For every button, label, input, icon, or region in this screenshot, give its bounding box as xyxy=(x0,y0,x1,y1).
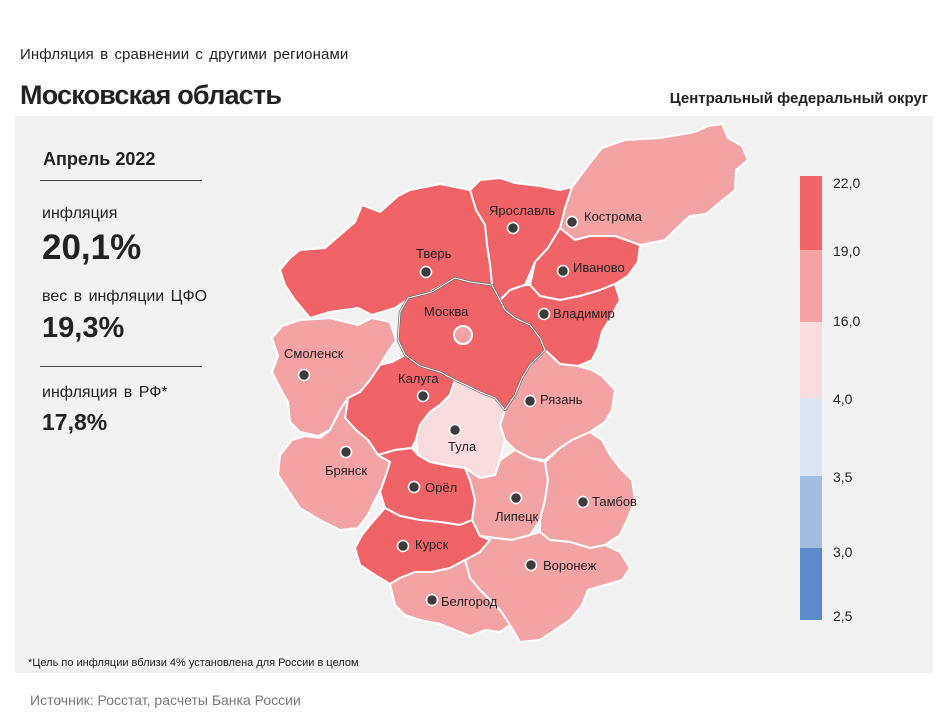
period-label: Апрель 2022 xyxy=(43,149,156,169)
inflation-label: инфляция xyxy=(42,205,118,222)
city-dot-voronezh xyxy=(524,558,538,572)
weight-value: 19,3% xyxy=(42,312,125,344)
legend-tick: 19,0 xyxy=(833,243,860,259)
city-dot-tambov xyxy=(576,495,590,509)
rf-inflation-label: инфляция в РФ* xyxy=(42,384,168,401)
region-belgorod[interactable] xyxy=(389,559,511,637)
page-title: Московская область xyxy=(20,80,282,110)
chart-subtitle: Инфляция в сравнении с другими регионами xyxy=(20,46,349,63)
city-dot-smolensk xyxy=(297,368,311,382)
legend-swatch xyxy=(800,176,822,250)
city-dot-yaroslavl xyxy=(506,221,520,235)
city-dot-orel xyxy=(407,480,421,494)
city-dot-ryazan xyxy=(523,394,537,408)
legend-swatch xyxy=(800,250,822,322)
summary-panel: Апрель 2022 инфляция 20,1% вес в инфляци… xyxy=(15,116,225,516)
legend-tick: 3,0 xyxy=(833,544,853,560)
city-dot-ivanovo xyxy=(556,264,570,278)
inflation-value: 20,1% xyxy=(42,228,142,267)
city-dot-vladimir xyxy=(537,307,551,321)
region-tver[interactable] xyxy=(279,183,493,319)
legend-tick: 3,5 xyxy=(833,469,853,485)
city-label-voronezh: Воронеж xyxy=(543,558,597,573)
footnote: *Цель по инфляции вблизи 4% установлена … xyxy=(28,657,359,669)
city-label-lipetsk: Липецк xyxy=(495,509,539,524)
legend-colorbar xyxy=(800,176,822,620)
city-label-tula: Тула xyxy=(448,439,477,454)
divider xyxy=(40,366,202,367)
legend-tick: 2,5 xyxy=(833,608,853,624)
weight-label: вес в инфляции ЦФО xyxy=(42,288,208,305)
city-label-kostroma: Кострома xyxy=(584,209,643,224)
city-label-smolensk: Смоленск xyxy=(284,346,344,361)
district-label: Центральный федеральный округ xyxy=(669,90,928,107)
city-label-belgorod: Белгород xyxy=(441,594,498,609)
divider xyxy=(40,180,202,181)
legend-swatch xyxy=(800,476,822,548)
legend-tick: 22,0 xyxy=(833,175,860,191)
city-label-yaroslavl: Ярославль xyxy=(489,203,555,218)
region-tambov[interactable] xyxy=(539,431,636,549)
city-label-kursk: Курск xyxy=(415,537,449,552)
city-label-tver: Тверь xyxy=(416,246,452,261)
city-dot-tver xyxy=(419,265,433,279)
city-dot-kostroma xyxy=(565,215,579,229)
city-dot-kaluga xyxy=(416,389,430,403)
city-label-moscow: Москва xyxy=(424,304,469,319)
moscow-capital-marker xyxy=(453,325,473,345)
city-label-tambov: Тамбов xyxy=(592,494,637,509)
city-label-vladimir: Владимир xyxy=(553,306,615,321)
city-dot-tula xyxy=(448,423,462,437)
city-label-bryansk: Брянск xyxy=(325,463,367,478)
legend-swatch xyxy=(800,322,822,398)
legend-swatch xyxy=(800,398,822,476)
city-label-orel: Орёл xyxy=(425,480,457,495)
city-label-kaluga: Калуга xyxy=(398,371,439,386)
city-label-ryazan: Рязань xyxy=(540,392,583,407)
legend-swatch xyxy=(800,548,822,620)
rf-inflation-value: 17,8% xyxy=(42,409,108,435)
city-dot-kursk xyxy=(396,539,410,553)
source-note: Источник: Росстат, расчеты Банка России xyxy=(30,692,301,708)
legend-tick: 16,0 xyxy=(833,313,860,329)
legend-tick: 4,0 xyxy=(833,391,853,407)
region-kostroma[interactable] xyxy=(559,123,749,246)
city-dot-belgorod xyxy=(425,593,439,607)
city-label-ivanovo: Иваново xyxy=(573,260,625,275)
city-dot-bryansk xyxy=(339,445,353,459)
city-dot-lipetsk xyxy=(509,491,523,505)
